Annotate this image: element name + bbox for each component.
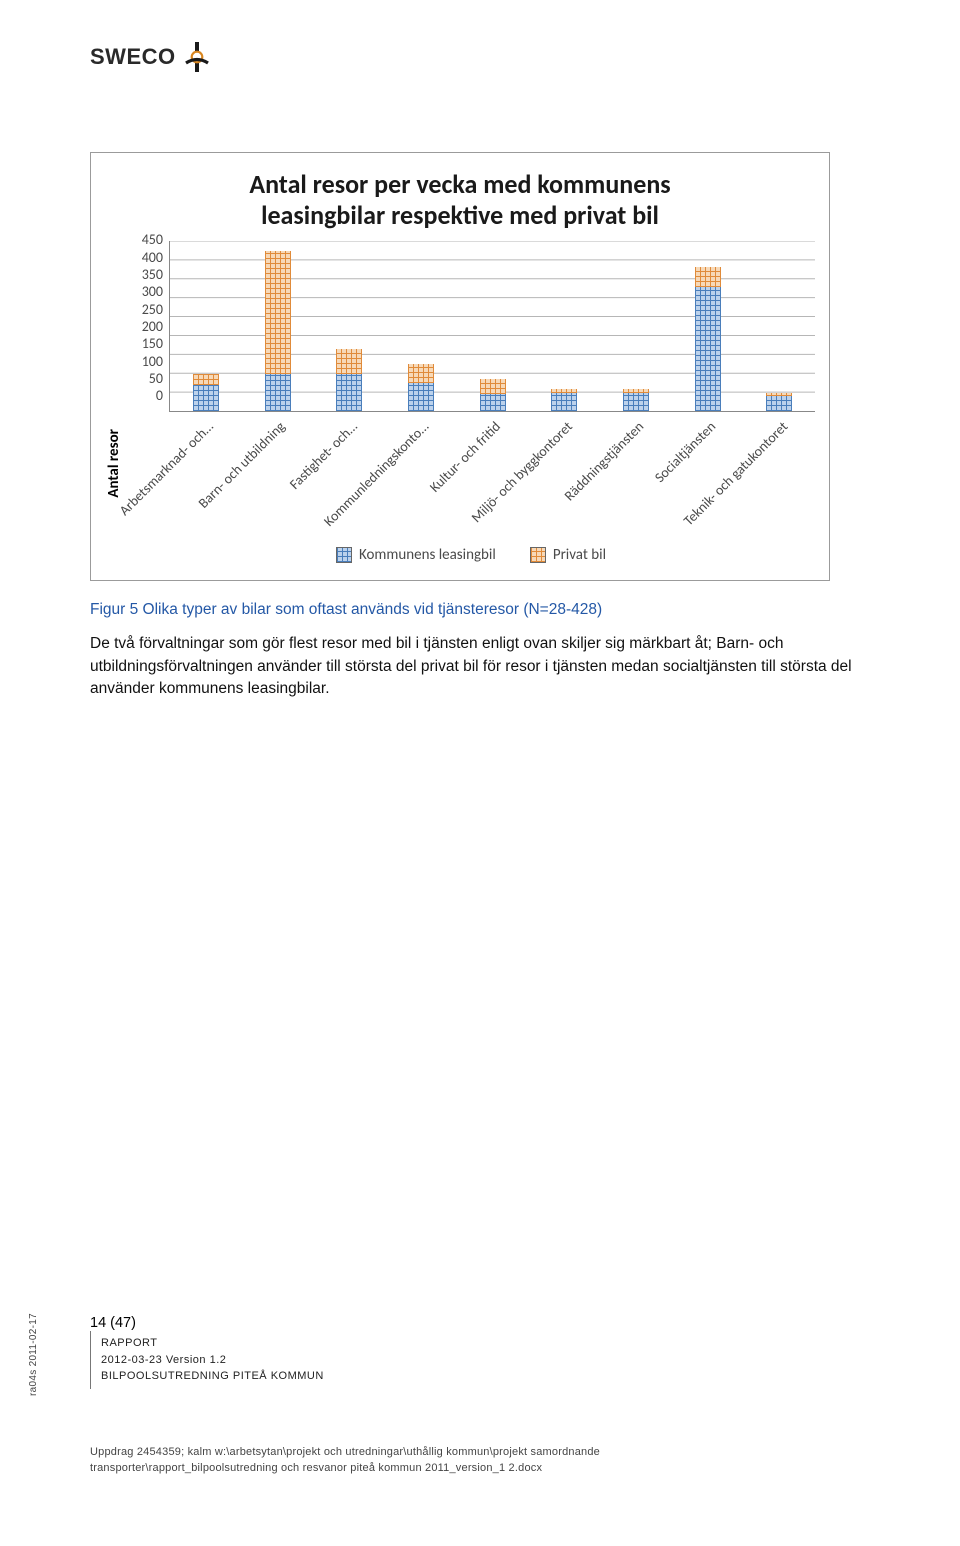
bar-seg-privat xyxy=(695,267,721,288)
plot-area-col: 050100150200250300350400450 Arbetsmarkna… xyxy=(127,241,815,564)
ytick-label: 250 xyxy=(127,303,163,317)
ytick-label: 400 xyxy=(127,251,163,265)
body-paragraph: De två förvaltningar som gör flest resor… xyxy=(90,633,870,700)
bar-slot xyxy=(170,241,242,411)
bar-seg-leasing xyxy=(336,374,362,412)
chart-title: Antal resor per vecka med kommunens leas… xyxy=(105,169,815,231)
ytick-label: 150 xyxy=(127,337,163,351)
footer-text-block: RAPPORT 2012-03-23 Version 1.2 BILPOOLSU… xyxy=(101,1335,324,1389)
footer-line1: RAPPORT xyxy=(101,1335,324,1352)
legend-label-leasing: Kommunens leasingbil xyxy=(359,546,496,564)
footer-line3: BILPOOLSUTREDNING PITEÅ KOMMUN xyxy=(101,1368,324,1385)
chart-bars xyxy=(170,241,815,411)
legend-swatch-privat xyxy=(530,547,546,563)
page-number: 14 (47) xyxy=(90,1315,870,1331)
bar-stack xyxy=(408,364,434,411)
bar-seg-leasing xyxy=(408,383,434,411)
ytick-label: 450 xyxy=(127,233,163,247)
bar-seg-privat xyxy=(193,374,219,385)
legend-label-privat: Privat bil xyxy=(553,546,606,564)
footer-divider xyxy=(90,1331,91,1389)
bar-seg-leasing xyxy=(193,385,219,411)
bar-slot xyxy=(457,241,529,411)
ytick-label: 300 xyxy=(127,285,163,299)
bar-seg-privat xyxy=(265,251,291,374)
ytick-label: 0 xyxy=(127,389,163,403)
chart-title-line1: Antal resor per vecka med kommunens xyxy=(249,168,670,200)
bar-stack xyxy=(193,374,219,412)
ytick-label: 350 xyxy=(127,268,163,282)
bar-seg-leasing xyxy=(766,396,792,411)
bar-stack xyxy=(695,267,721,412)
bar-seg-leasing xyxy=(551,393,577,411)
chart-card: Antal resor per vecka med kommunens leas… xyxy=(90,152,830,581)
bar-seg-privat xyxy=(480,379,506,394)
bar-slot xyxy=(313,241,385,411)
bar-stack xyxy=(480,379,506,411)
bar-seg-privat xyxy=(408,364,434,383)
bar-slot xyxy=(672,241,744,411)
chart-ylabel: Antal resor xyxy=(105,309,123,498)
ytick-label: 100 xyxy=(127,355,163,369)
bar-stack xyxy=(551,389,577,412)
bar-seg-leasing xyxy=(623,393,649,412)
legend-swatch-leasing xyxy=(336,547,352,563)
bar-stack xyxy=(623,389,649,411)
chart-title-line2: leasingbilar respektive med privat bil xyxy=(261,199,659,231)
chart-plot xyxy=(169,241,815,412)
bar-seg-leasing xyxy=(695,287,721,411)
footer: 14 (47) RAPPORT 2012-03-23 Version 1.2 B… xyxy=(90,1315,870,1476)
plot-row: 050100150200250300350400450 xyxy=(127,241,815,412)
bar-slot xyxy=(528,241,600,411)
side-code: ra04s 2011-02-17 xyxy=(28,1313,39,1396)
logo-icon xyxy=(182,42,212,72)
plot-wrap: Antal resor 050100150200250300350400450 … xyxy=(105,241,815,564)
bar-slot xyxy=(242,241,314,411)
chart-xticks: Arbetsmarknad- och…Barn- och utbildningF… xyxy=(169,412,815,542)
bar-slot xyxy=(385,241,457,411)
xtick: Teknik- och gatukontoret xyxy=(743,412,815,542)
bar-stack xyxy=(336,349,362,411)
chart-yticks: 0 50 100 150 200 250 300 350 400 450 xyxy=(127,233,169,403)
bar-stack xyxy=(265,251,291,412)
figure-caption: Figur 5 Olika typer av bilar som oftast … xyxy=(90,601,870,619)
page: SWECO Antal resor per vecka med kommunen… xyxy=(0,0,960,1546)
legend-item-privat: Privat bil xyxy=(530,546,606,564)
footer-line2: 2012-03-23 Version 1.2 xyxy=(101,1352,324,1369)
bar-slot xyxy=(600,241,672,411)
bar-seg-leasing xyxy=(265,374,291,412)
bar-seg-leasing xyxy=(480,394,506,411)
chart-legend: Kommunens leasingbil Privat bil xyxy=(127,546,815,564)
bar-stack xyxy=(766,393,792,412)
bar-seg-privat xyxy=(336,349,362,374)
ytick-label: 50 xyxy=(127,372,163,386)
bar-slot xyxy=(743,241,815,411)
legend-item-leasing: Kommunens leasingbil xyxy=(336,546,496,564)
footer-uppdrag1: Uppdrag 2454359; kalm w:\arbetsytan\proj… xyxy=(90,1445,870,1460)
header-logo: SWECO xyxy=(90,42,870,72)
ytick-label: 200 xyxy=(127,320,163,334)
logo-text: SWECO xyxy=(90,44,176,70)
footer-uppdrag: Uppdrag 2454359; kalm w:\arbetsytan\proj… xyxy=(90,1445,870,1476)
footer-uppdrag2: transporter\rapport_bilpoolsutredning oc… xyxy=(90,1461,870,1476)
